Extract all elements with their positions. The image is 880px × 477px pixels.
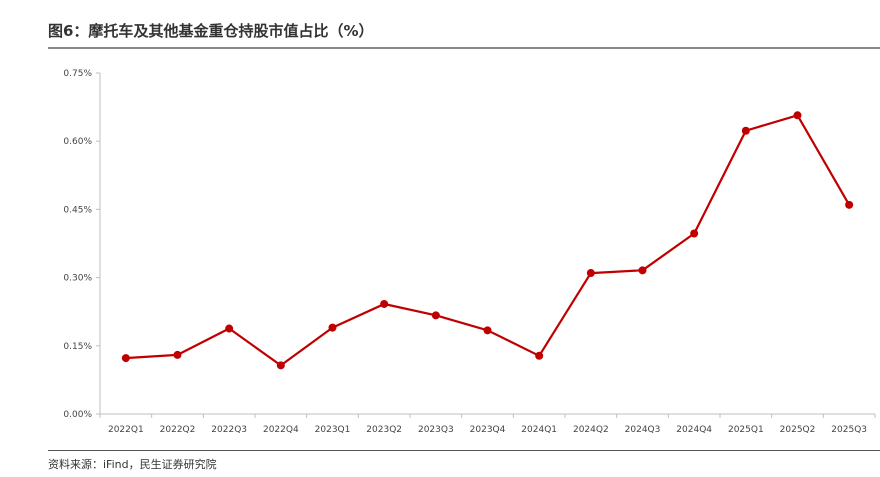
chart-title: 图6：摩托车及其他基金重仓持股市值占比（%）	[48, 22, 374, 40]
title-divider	[48, 47, 880, 49]
x-tick-label: 2024Q3	[625, 425, 661, 435]
data-point	[638, 266, 647, 275]
data-point	[690, 229, 699, 238]
data-point	[121, 354, 130, 363]
data-point	[845, 200, 854, 209]
data-point	[483, 326, 492, 335]
y-tick-label: 0.00%	[63, 410, 92, 420]
source-divider	[48, 450, 880, 451]
y-tick-label: 0.75%	[63, 69, 92, 79]
x-tick-label: 2022Q3	[211, 425, 247, 435]
data-point	[586, 269, 595, 278]
data-point	[380, 299, 389, 308]
data-point	[173, 350, 182, 359]
data-point	[535, 351, 544, 360]
line-chart: 0.00% 0.15% 0.30% 0.45% 0.60% 0.75% 2022Q1 2022…	[63, 69, 876, 435]
y-tick-label: 0.30%	[63, 274, 92, 284]
x-tick-label: 2025Q2	[780, 425, 816, 435]
x-tick-label: 2022Q1	[108, 425, 144, 435]
y-tick-label: 0.15%	[63, 342, 92, 352]
data-point	[328, 323, 337, 332]
x-tick-label: 2023Q4	[470, 425, 506, 435]
data-point	[741, 126, 750, 135]
y-tick-label: 0.45%	[63, 205, 92, 215]
x-tick-label: 2023Q1	[315, 425, 351, 435]
source-note: 资料来源：iFind，民生证券研究院	[48, 458, 217, 471]
x-tick-label: 2023Q2	[366, 425, 402, 435]
x-tick-label: 2022Q4	[263, 425, 299, 435]
data-point	[225, 324, 234, 333]
x-tick-label: 2025Q3	[831, 425, 867, 435]
y-tick-label: 0.60%	[63, 137, 92, 147]
x-tick-label: 2025Q1	[728, 425, 764, 435]
x-tick-label: 2024Q2	[573, 425, 609, 435]
x-tick-label: 2023Q3	[418, 425, 454, 435]
data-point	[793, 111, 802, 120]
x-tick-label: 2024Q1	[521, 425, 557, 435]
data-point	[431, 311, 440, 320]
x-tick-label: 2022Q2	[160, 425, 196, 435]
x-tick-label: 2024Q4	[676, 425, 712, 435]
data-point	[276, 361, 285, 370]
